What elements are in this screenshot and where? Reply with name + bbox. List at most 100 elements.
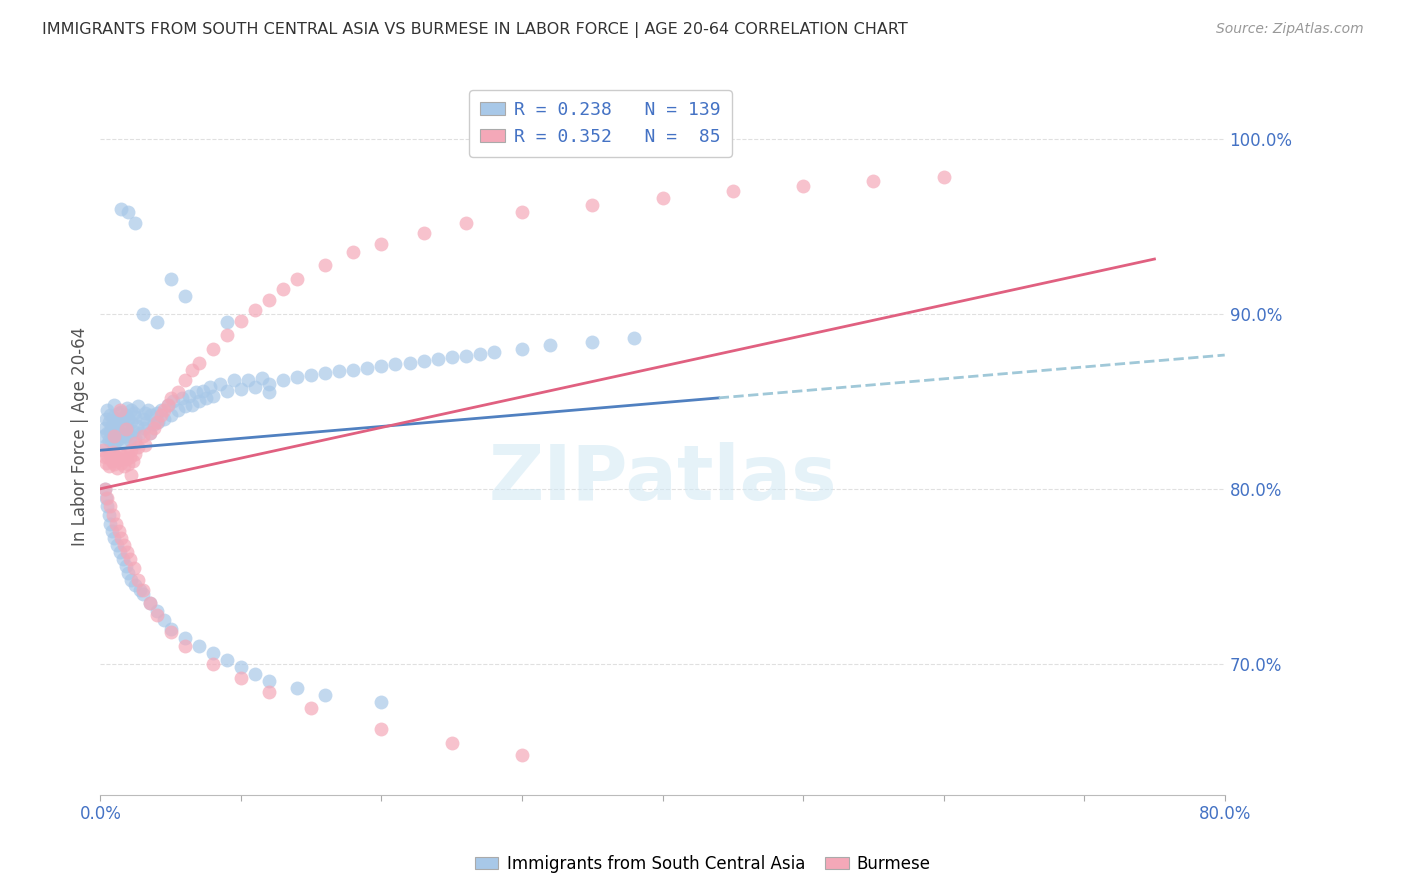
Point (94, 411, 117, 425)
Point (117, 205, 139, 219)
Point (103, 457, 125, 471)
Point (440, 351, 463, 365)
Point (215, 653, 238, 667)
Point (127, 400, 149, 414)
Point (285, 271, 308, 285)
Point (138, 425, 160, 440)
Point (117, 457, 139, 471)
Point (115, 447, 138, 461)
Point (370, 236, 392, 251)
Point (131, 587, 153, 601)
Point (105, 460, 128, 475)
Point (146, 415, 169, 429)
Point (101, 429, 124, 443)
Point (173, 373, 195, 387)
Point (187, 640, 209, 654)
Point (229, 660, 252, 674)
Point (170, 391, 193, 405)
Point (127, 573, 149, 587)
Point (510, 747, 533, 762)
Point (114, 422, 136, 436)
Point (201, 389, 224, 403)
Point (149, 409, 172, 423)
Point (120, 415, 142, 429)
Point (114, 429, 136, 443)
Point (250, 371, 273, 385)
Point (166, 403, 188, 417)
Point (138, 595, 160, 609)
Point (257, 685, 280, 699)
Point (132, 420, 155, 434)
Point (257, 293, 280, 307)
Point (124, 436, 146, 450)
Point (111, 418, 134, 433)
Point (115, 401, 138, 416)
Point (108, 403, 131, 417)
Point (356, 361, 378, 376)
Point (173, 289, 195, 303)
Point (131, 429, 153, 443)
Point (105, 433, 128, 447)
Point (120, 443, 142, 458)
Point (271, 373, 294, 387)
Point (271, 282, 294, 296)
Point (623, 331, 645, 345)
Legend: R = 0.238   N = 139, R = 0.352   N =  85: R = 0.238 N = 139, R = 0.352 N = 85 (470, 90, 731, 157)
Point (100, 434, 122, 449)
Point (651, 191, 673, 205)
Point (285, 369, 308, 384)
Point (120, 403, 142, 417)
Point (131, 307, 153, 321)
Point (173, 400, 195, 414)
Point (482, 345, 505, 359)
Point (91, 429, 114, 443)
Point (94, 438, 117, 452)
Point (94, 456, 117, 470)
Point (110, 531, 132, 545)
Point (191, 384, 214, 398)
Point (257, 376, 280, 391)
Point (159, 625, 181, 640)
Point (100, 524, 122, 538)
Point (328, 364, 350, 378)
Point (145, 415, 167, 429)
Text: IMMIGRANTS FROM SOUTH CENTRAL ASIA VS BURMESE IN LABOR FORCE | AGE 20-64 CORRELA: IMMIGRANTS FROM SOUTH CENTRAL ASIA VS BU… (42, 22, 908, 38)
Point (110, 202, 132, 216)
Point (152, 403, 174, 417)
Point (510, 342, 533, 356)
Point (117, 425, 139, 440)
Point (98, 500, 121, 514)
Point (314, 688, 336, 702)
Point (156, 398, 179, 412)
Point (342, 363, 364, 377)
Point (412, 226, 434, 240)
Point (243, 303, 266, 318)
Point (454, 349, 477, 363)
Point (107, 452, 129, 467)
Point (105, 417, 128, 431)
Point (121, 424, 143, 438)
Point (101, 508, 124, 522)
Point (159, 271, 181, 285)
Point (440, 735, 463, 749)
Point (299, 700, 322, 714)
Point (342, 245, 364, 260)
Point (93, 482, 115, 496)
Point (142, 417, 165, 431)
Point (96, 500, 118, 514)
Point (100, 454, 122, 468)
Point (128, 583, 150, 598)
Point (201, 646, 224, 660)
Point (97, 458, 120, 473)
Point (398, 356, 420, 370)
Point (510, 205, 533, 219)
Point (101, 409, 124, 424)
Point (370, 359, 392, 374)
Point (208, 376, 231, 391)
Point (96, 449, 118, 463)
Point (98, 424, 121, 438)
Point (187, 394, 209, 409)
Point (124, 409, 146, 424)
Point (117, 566, 139, 580)
Point (91, 443, 114, 458)
